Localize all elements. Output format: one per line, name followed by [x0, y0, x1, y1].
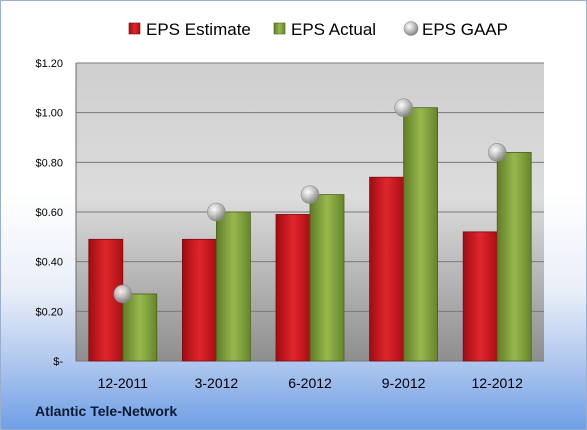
bar-eps-actual — [309, 194, 345, 362]
marker-eps-gaap — [113, 284, 133, 304]
company-name: Atlantic Tele-Network — [35, 403, 178, 419]
gaap-markers — [113, 98, 507, 304]
x-category-label: 12-2012 — [472, 375, 524, 391]
marker-eps-gaap — [207, 202, 226, 222]
y-tick-label: $1.20 — [35, 58, 63, 70]
x-category-label: 3-2012 — [195, 375, 239, 391]
bar-eps-estimate — [181, 238, 217, 362]
y-tick-label: $0.20 — [35, 306, 63, 318]
marker-eps-gaap — [487, 143, 507, 162]
bar-eps-estimate — [462, 231, 498, 362]
y-tick-label: $0.60 — [35, 207, 63, 219]
y-tick-label: $1.00 — [35, 108, 63, 120]
bars — [88, 107, 532, 362]
x-category-label: 6-2012 — [288, 375, 332, 391]
legend-label: EPS Actual — [291, 20, 376, 39]
bar-eps-estimate — [369, 176, 405, 362]
marker-eps-gaap — [394, 98, 413, 117]
y-tick-label: $- — [53, 356, 63, 368]
marker-eps-gaap — [300, 185, 320, 204]
bar-eps-actual — [496, 151, 532, 362]
legend-swatch — [403, 21, 419, 36]
bar-eps-actual — [403, 107, 439, 362]
legend: EPS Estimate EPS Actual EPS GAAP — [128, 20, 508, 39]
bar-eps-actual — [215, 211, 251, 362]
legend-swatch — [273, 22, 286, 35]
y-tick-label: $0.40 — [35, 257, 63, 269]
legend-swatch — [128, 22, 141, 35]
legend-label: EPS Estimate — [146, 20, 251, 39]
x-axis-categories: 12-2011 3-2012 6-2012 9-2012 12-2012 — [98, 375, 523, 391]
y-tick-label: $0.80 — [35, 157, 63, 169]
bar-eps-actual — [122, 293, 158, 362]
x-category-label: 9-2012 — [382, 375, 426, 391]
bar-eps-estimate — [275, 214, 311, 362]
legend-label: EPS GAAP — [422, 20, 508, 39]
y-axis-ticks: $- $0.20 $0.40 $0.60 $0.80 $1.00 $1.20 — [35, 58, 63, 368]
x-category-label: 12-2011 — [98, 375, 149, 391]
